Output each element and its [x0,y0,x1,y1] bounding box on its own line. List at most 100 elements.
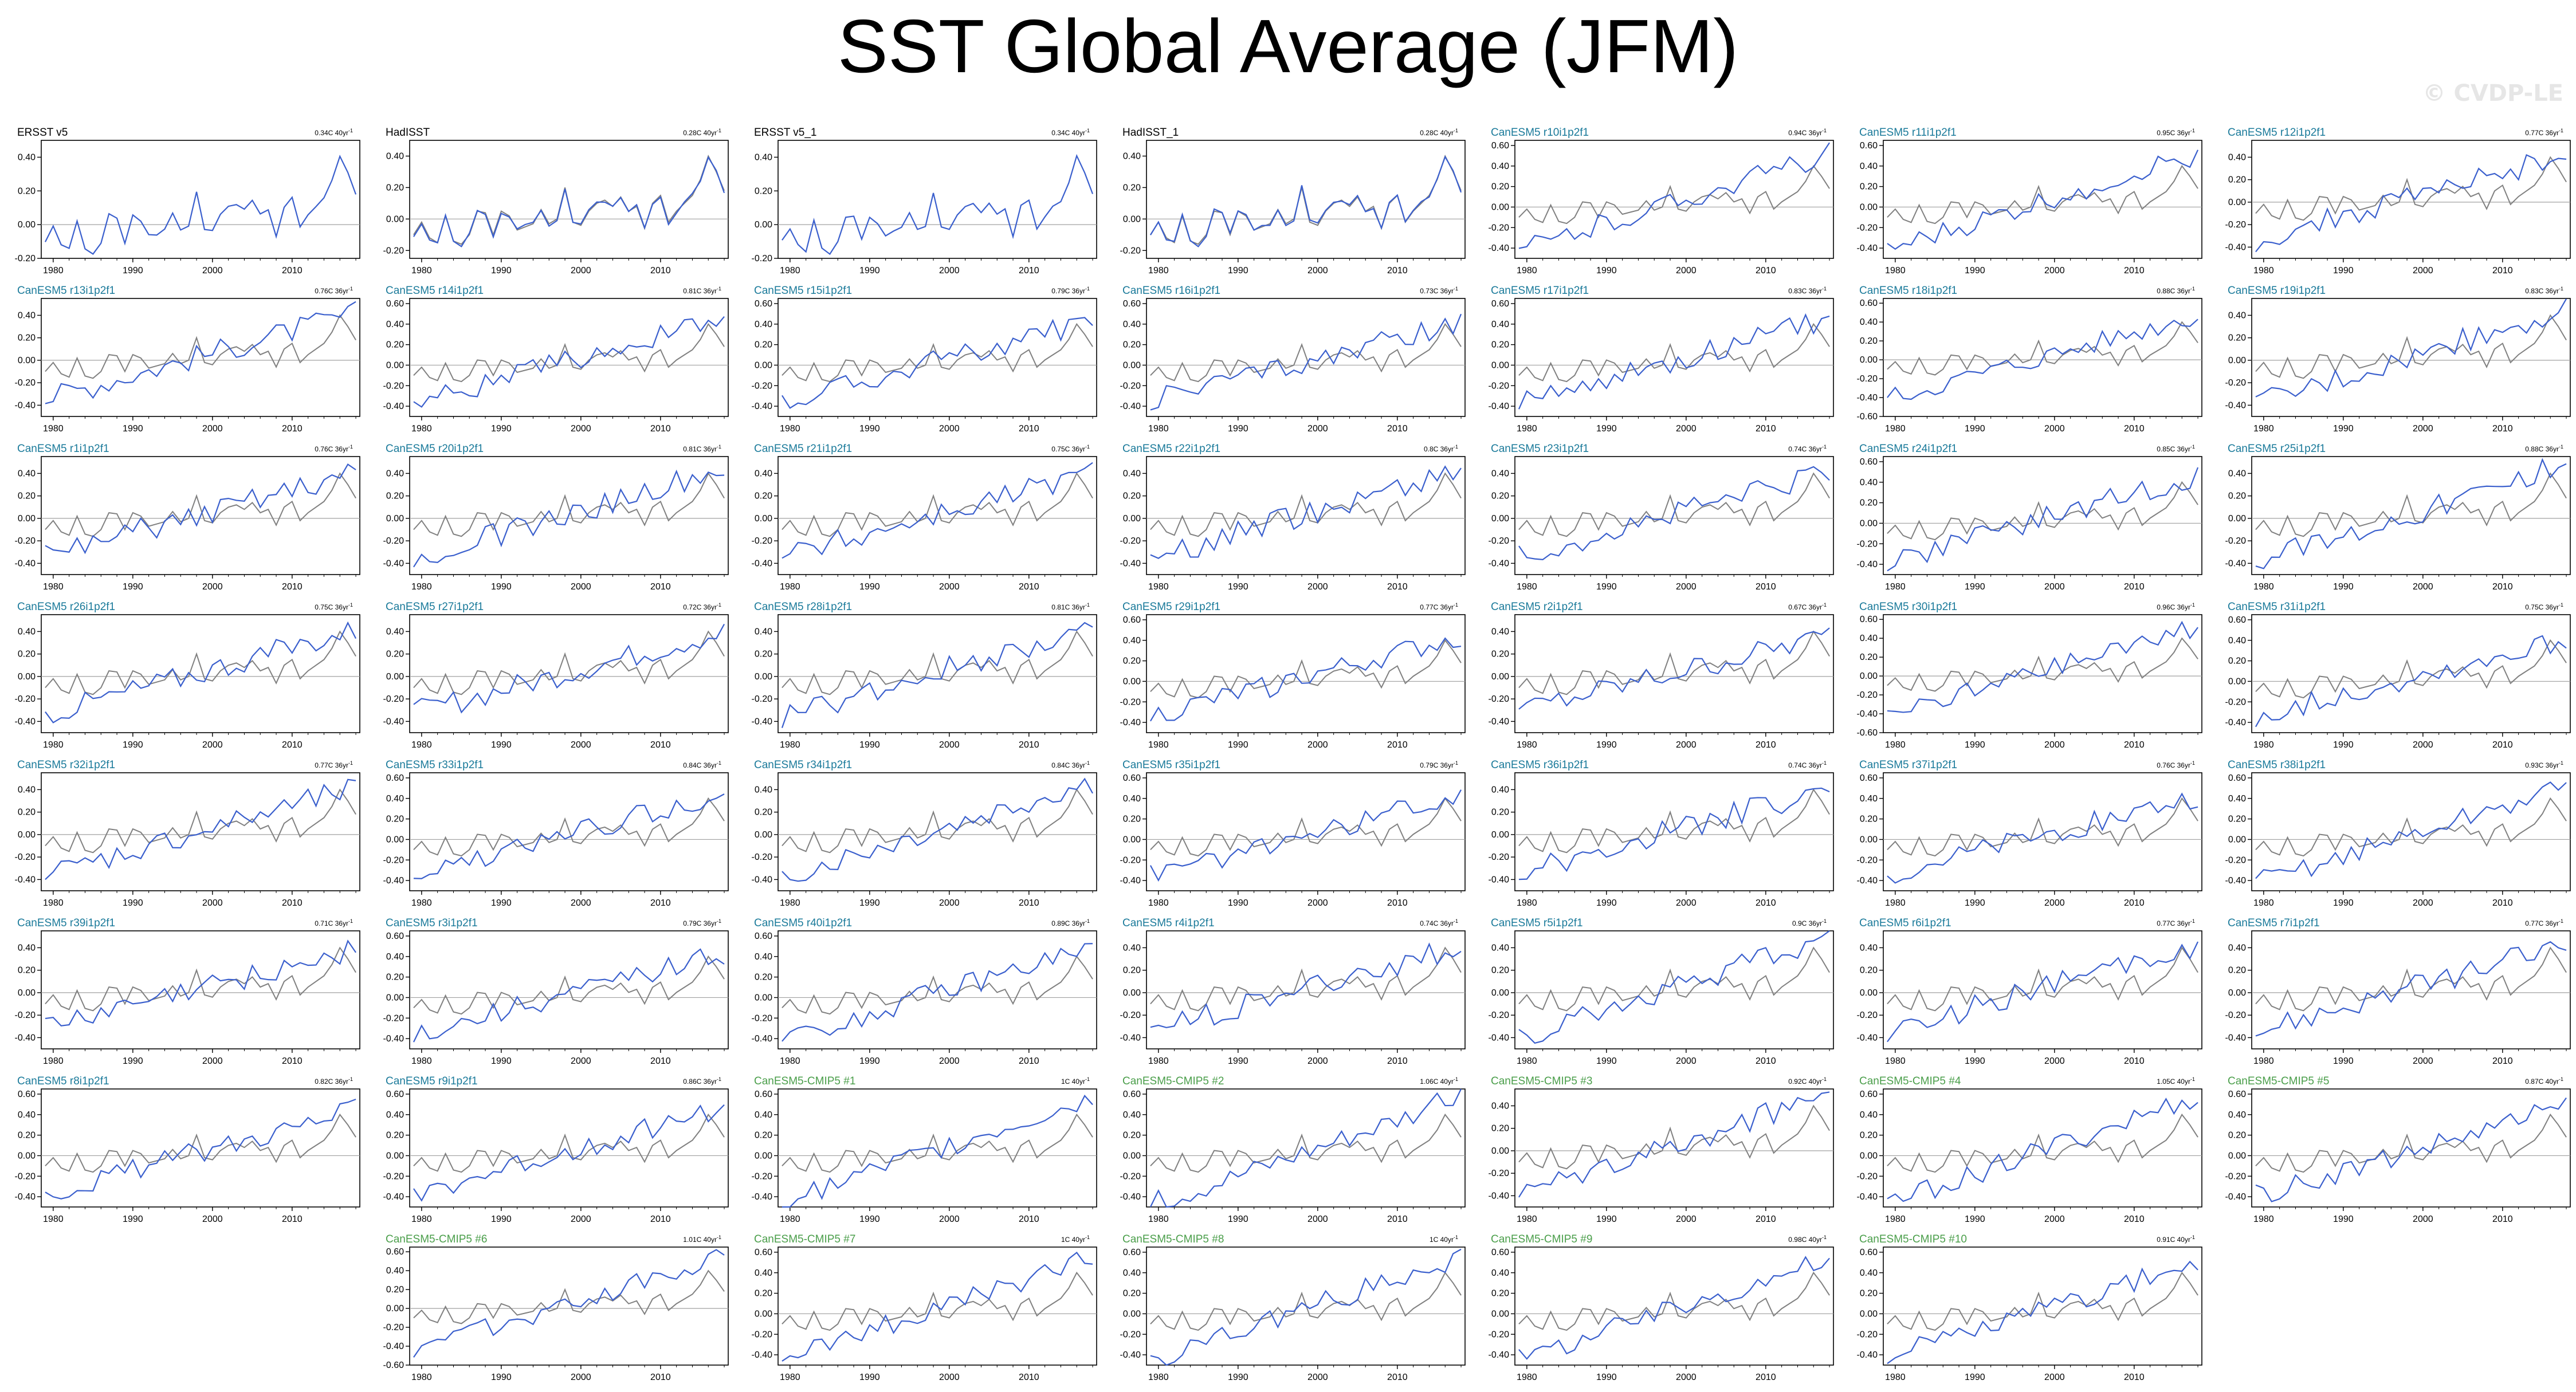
plot-frame [41,772,360,891]
x-tick-label: 2000 [2413,898,2433,908]
x-tick-label: 2000 [939,1373,960,1382]
y-tick-label: -0.20 [1857,855,1878,865]
y-tick-label: -0.20 [2225,855,2247,865]
trend-text: 0.83C 36yr [2525,287,2559,295]
y-tick-label: 0.20 [2228,656,2246,666]
model-series-line [1518,142,1830,249]
y-tick-label: 0.20 [1860,1131,1878,1141]
x-tick-label: 2010 [650,1214,671,1224]
observations-line [45,630,356,695]
trend-text: 0.94C 36yr [1788,129,1822,137]
y-tick-label: 0.60 [386,1090,404,1099]
y-tick-label: -0.20 [15,694,36,704]
y-tick-label: 0.40 [18,943,36,953]
plot-frame [409,1246,729,1366]
y-tick-label: -0.40 [383,1342,405,1351]
panel-plot: 0.60 0.40 0.20 0.00 -0.20 -0.40 1980 1990 2000 20… [1489,1246,1834,1382]
observations-line [1887,321,2198,376]
chart-panel: CanESM5 r18i1p2f1 0.88C 36yr-1 0.60 0.40 0.2… [1842,281,2209,436]
panel-plot: 0.60 0.40 0.20 0.00 -0.20 -0.40 1980 1990 2000 20… [752,930,1097,1066]
x-tick-label: 1990 [859,898,880,908]
trend-text: 0.67C 36yr [1788,603,1822,611]
y-tick-label: -0.20 [1489,1010,1510,1020]
y-tick-label: -0.40 [1857,243,1878,253]
x-tick-label: 1980 [411,266,432,276]
y-tick-label: -0.40 [1120,1350,1141,1360]
y-tick-label: 0.60 [1860,298,1878,308]
panel-title: CanESM5-CMIP5 #2 [1122,1075,1224,1087]
panel-trend-label: 0.77C 36yr-1 [315,760,353,769]
y-tick-label: -0.20 [1120,1171,1141,1181]
y-tick-label: -0.20 [1489,1330,1510,1339]
panel-plot: 0.40 0.20 0.00 -0.20 1980 1990 2000 2010 [1120,140,1466,276]
y-tick-label: -0.20 [1857,690,1878,700]
observations-line [1887,946,2198,1012]
trend-exponent: -1 [348,602,353,608]
x-tick-label: 2000 [1307,898,1328,908]
panel-plot: 0.60 0.40 0.20 0.00 -0.20 -0.40 1980 1990 2000 20… [1120,772,1466,908]
chart-panel: CanESM5 r6i1p2f1 0.77C 36yr-1 0.40 0.20 0.00… [1842,914,2209,1068]
trend-exponent: -1 [1085,1076,1090,1082]
y-tick-label: -0.20 [383,381,405,391]
panel-title: CanESM5 r7i1p2f1 [2228,917,2320,929]
y-tick-label: 0.00 [755,993,772,1002]
x-tick-label: 1980 [2253,1056,2274,1066]
y-tick-label: 0.00 [18,220,36,230]
x-tick-label: 2010 [1387,266,1408,276]
y-tick-label: -0.20 [2225,1171,2247,1181]
trend-exponent: -1 [1453,128,1458,133]
model-series-line [1518,1256,1830,1360]
x-tick-label: 2010 [282,740,303,750]
x-tick-label: 2010 [1756,740,1776,750]
x-tick-label: 1980 [411,582,432,592]
panel-plot: 0.40 0.20 0.00 -0.20 -0.40 1980 1990 2000 2010 [383,614,729,750]
x-tick-label: 1990 [123,424,143,434]
trend-text: 1.01C 40yr [683,1236,717,1244]
y-tick-label: -0.20 [1489,852,1510,862]
chart-panel: HadISST 0.28C 40yr-1 0.40 0.20 0.00 -0.20 1980… [368,123,735,278]
trend-text: 0.81C 36yr [1051,603,1085,611]
y-tick-label: -0.20 [383,536,405,546]
plot-frame [2251,456,2571,575]
y-tick-label: 0.20 [1491,491,1509,501]
model-series-line [1150,465,1462,559]
y-tick-label: -0.40 [1489,875,1510,884]
trend-exponent: -1 [716,918,721,924]
plot-frame [1514,1088,1834,1208]
x-tick-label: 2000 [1676,266,1697,276]
observations-line [1150,323,1462,383]
y-tick-label: 0.20 [386,973,404,982]
y-tick-label: 0.00 [1860,355,1878,365]
panel-plot: 0.60 0.40 0.20 0.00 -0.20 -0.40 -0.60 1980 1990 2… [1857,614,2202,750]
trend-exponent: -1 [1453,1234,1458,1240]
panel-title: CanESM5 r30i1p2f1 [1859,601,1958,613]
x-tick-label: 2010 [2492,582,2513,592]
panel-plot: 0.60 0.40 0.20 0.00 -0.20 -0.40 1980 1990 2000 20… [1857,1246,2202,1382]
trend-exponent: -1 [716,128,721,133]
y-tick-label: 0.20 [755,340,772,350]
plot-frame [1514,930,1834,1049]
panel-trend-label: 0.81C 36yr-1 [683,286,721,295]
y-tick-label: 0.00 [755,672,772,682]
model-series-line [1150,155,1462,247]
x-tick-label: 1990 [123,1214,143,1224]
trend-text: 0.74C 36yr [1788,761,1822,769]
trend-text: 0.28C 40yr [1420,129,1454,137]
model-series-line [782,154,1094,255]
trend-text: 0.85C 36yr [2157,445,2190,453]
y-tick-label: -0.40 [752,1350,773,1360]
y-tick-label: 0.40 [1123,320,1141,329]
x-tick-label: 1980 [411,1373,432,1382]
y-tick-label: -0.40 [1857,709,1878,719]
y-tick-label: 0.20 [1860,652,1878,662]
x-tick-label: 1990 [491,740,512,750]
y-tick-label: 0.60 [1491,299,1509,309]
y-tick-label: -0.40 [1857,1350,1878,1360]
y-tick-label: -0.40 [1857,560,1878,569]
y-tick-label: 0.20 [386,815,404,824]
y-tick-label: 0.00 [1491,988,1509,998]
y-tick-label: -0.20 [1857,1330,1878,1339]
model-series-line [2255,1097,2567,1202]
trend-text: 0.77C 36yr [2525,919,2559,927]
x-tick-label: 2010 [1387,898,1408,908]
